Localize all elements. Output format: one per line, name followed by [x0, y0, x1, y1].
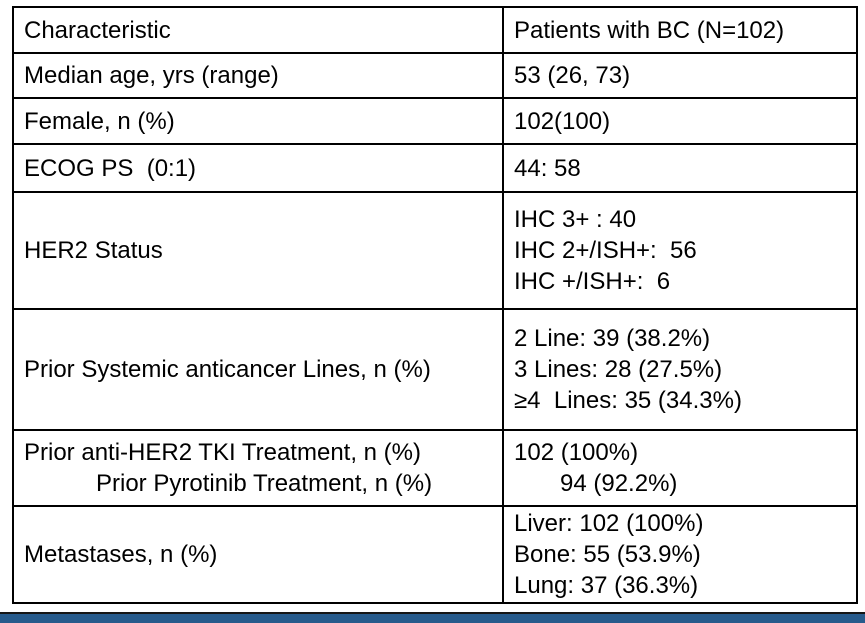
row-label: Female, n (%)	[24, 107, 175, 135]
table-row: Female, n (%) 102(100)	[12, 97, 858, 145]
row-label: HER2 Status	[24, 237, 163, 264]
row-value-cell: 102(100)	[502, 97, 858, 145]
table-row: Prior Systemic anticancer Lines, n (%) 2…	[12, 308, 858, 431]
row-value-cell: Liver: 102 (100%) Bone: 55 (53.9%) Lung:…	[502, 505, 858, 604]
table-row: Metastases, n (%) Liver: 102 (100%) Bone…	[12, 505, 858, 604]
header-value-label: Patients with BC (N=102)	[514, 16, 785, 44]
row-value-cell: 102 (100%) 94 (92.2%)	[502, 429, 858, 507]
row-label-cell: Prior anti-HER2 TKI Treatment, n (%) Pri…	[12, 429, 504, 507]
row-value-line: 94 (92.2%)	[560, 470, 678, 497]
row-value-line: Bone: 55 (53.9%)	[514, 541, 701, 568]
row-value: 102(100)	[514, 107, 611, 135]
row-label-cell: Female, n (%)	[12, 97, 504, 145]
row-value-line: IHC 2+/ISH+: 56	[514, 237, 697, 264]
row-value-line: IHC 3+ : 40	[514, 206, 637, 233]
row-value-line: IHC +/ISH+: 6	[514, 268, 671, 295]
row-value-cell: IHC 3+ : 40 IHC 2+/ISH+: 56 IHC +/ISH+: …	[502, 191, 858, 310]
table-header-row: Characteristic Patients with BC (N=102)	[12, 6, 858, 54]
row-label: Median age, yrs (range)	[24, 62, 279, 89]
row-label-cell: Median age, yrs (range)	[12, 52, 504, 99]
row-label-line: Prior anti-HER2 TKI Treatment, n (%)	[24, 439, 422, 466]
table-row: ECOG PS (0:1) 44: 58	[12, 143, 858, 193]
table-row: Median age, yrs (range) 53 (26, 73)	[12, 52, 858, 99]
header-cell-value: Patients with BC (N=102)	[502, 6, 858, 54]
row-label: Metastases, n (%)	[24, 541, 218, 568]
row-value: 44: 58	[514, 154, 581, 182]
row-label-line: Prior Pyrotinib Treatment, n (%)	[96, 470, 433, 497]
header-cell-characteristic: Characteristic	[12, 6, 504, 54]
row-label-cell: Metastases, n (%)	[12, 505, 504, 604]
row-label-cell: Prior Systemic anticancer Lines, n (%)	[12, 308, 504, 431]
row-value-line: 3 Lines: 28 (27.5%)	[514, 356, 723, 383]
patient-characteristics-table: Characteristic Patients with BC (N=102) …	[12, 6, 858, 604]
row-label-cell: ECOG PS (0:1)	[12, 143, 504, 193]
row-value-cell: 2 Line: 39 (38.2%) 3 Lines: 28 (27.5%) ≥…	[502, 308, 858, 431]
row-label-cell: HER2 Status	[12, 191, 504, 310]
row-value-line: ≥4 Lines: 35 (34.3%)	[514, 387, 742, 414]
row-value-cell: 44: 58	[502, 143, 858, 193]
row-label: Prior Systemic anticancer Lines, n (%)	[24, 356, 431, 383]
table-row: Prior anti-HER2 TKI Treatment, n (%) Pri…	[12, 429, 858, 507]
row-label: ECOG PS (0:1)	[24, 154, 197, 182]
header-characteristic-label: Characteristic	[24, 16, 171, 44]
row-value-line: 102 (100%)	[514, 439, 639, 466]
row-value-line: Lung: 37 (36.3%)	[514, 572, 699, 599]
table-row: HER2 Status IHC 3+ : 40 IHC 2+/ISH+: 56 …	[12, 191, 858, 310]
row-value-cell: 53 (26, 73)	[502, 52, 858, 99]
bottom-accent-bar	[0, 612, 865, 623]
row-value: 53 (26, 73)	[514, 62, 631, 89]
row-value-line: 2 Line: 39 (38.2%)	[514, 325, 711, 352]
characteristics-table-container: Characteristic Patients with BC (N=102) …	[12, 6, 858, 604]
row-value-line: Liver: 102 (100%)	[514, 510, 704, 537]
